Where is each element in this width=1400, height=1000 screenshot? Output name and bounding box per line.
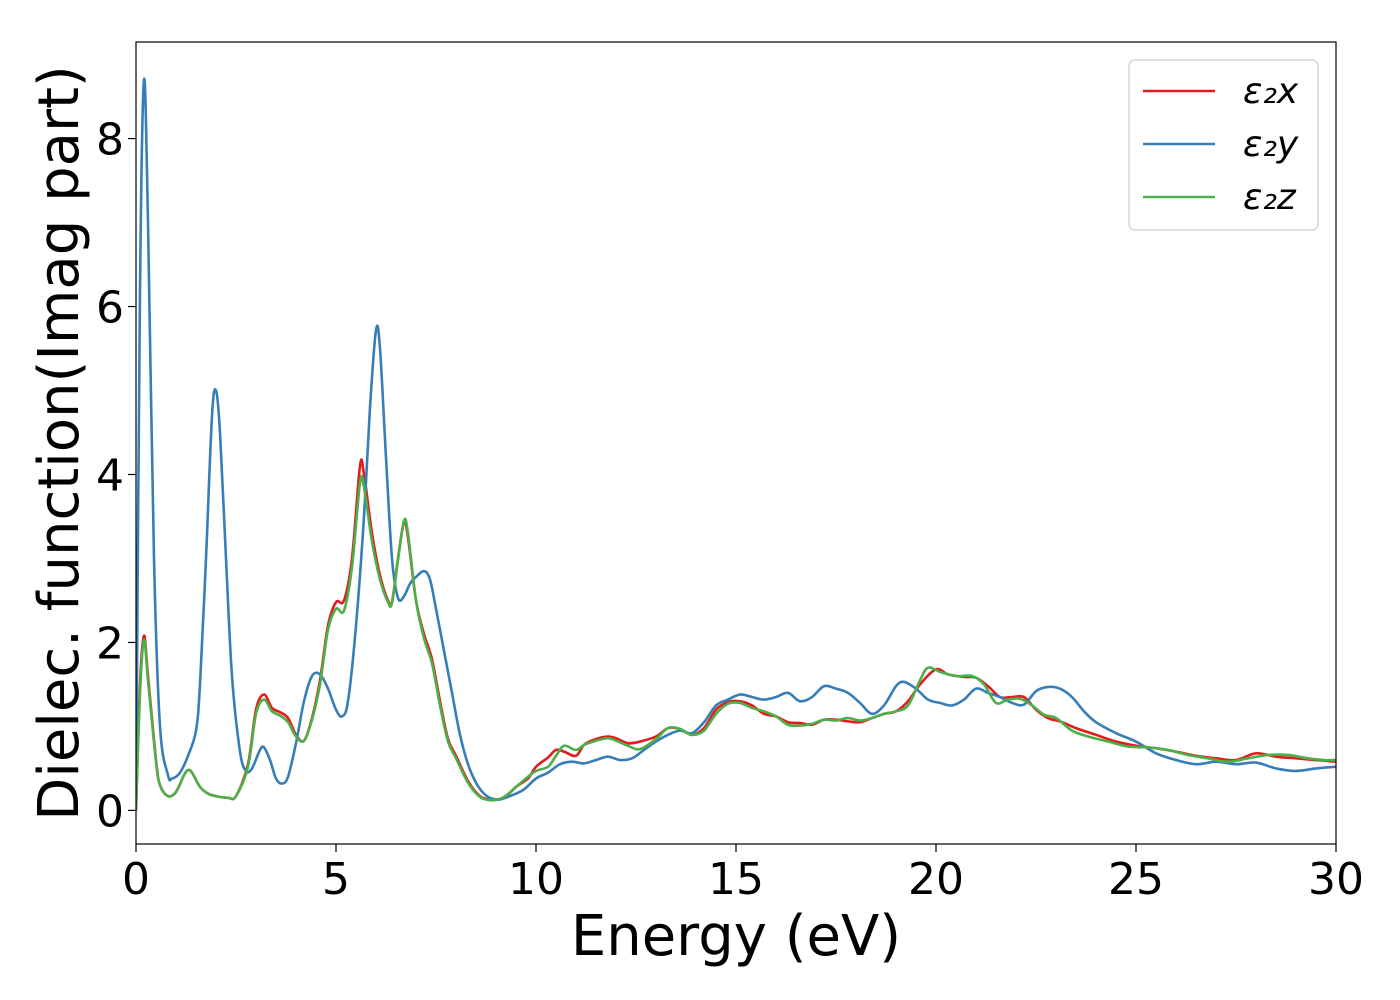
x-tick-label: 5 bbox=[322, 854, 350, 905]
x-tick-label: 30 bbox=[1308, 854, 1364, 905]
legend-box bbox=[1128, 59, 1319, 231]
x-tick-label: 20 bbox=[908, 854, 964, 905]
legend: ε₂x ε₂y ε₂z bbox=[1128, 59, 1319, 231]
x-tick-label: 10 bbox=[508, 854, 564, 905]
y-tick-label: 0 bbox=[96, 786, 124, 837]
y-tick-label: 2 bbox=[96, 618, 124, 669]
x-tick-label: 25 bbox=[1108, 854, 1164, 905]
legend-label-3: ε₂z bbox=[1243, 177, 1297, 218]
series-layer bbox=[136, 77, 1336, 811]
x-axis-ticks: 0 5 10 15 20 25 30 bbox=[122, 844, 1364, 905]
x-axis-label: Energy (eV) bbox=[571, 904, 901, 969]
legend-label-1: ε₂x bbox=[1243, 71, 1299, 112]
series-line-1 bbox=[136, 458, 1336, 811]
y-tick-label: 6 bbox=[96, 283, 124, 334]
y-axis-label: Dielec. function(Imag part) bbox=[27, 65, 92, 821]
y-tick-label: 4 bbox=[96, 450, 124, 501]
y-axis-ticks: 0 2 4 6 8 bbox=[96, 115, 136, 837]
legend-label-2: ε₂y bbox=[1243, 124, 1299, 165]
x-tick-label: 15 bbox=[708, 854, 764, 905]
x-tick-label: 0 bbox=[122, 854, 150, 905]
y-tick-label: 8 bbox=[96, 115, 124, 166]
series-line-3 bbox=[136, 474, 1336, 811]
